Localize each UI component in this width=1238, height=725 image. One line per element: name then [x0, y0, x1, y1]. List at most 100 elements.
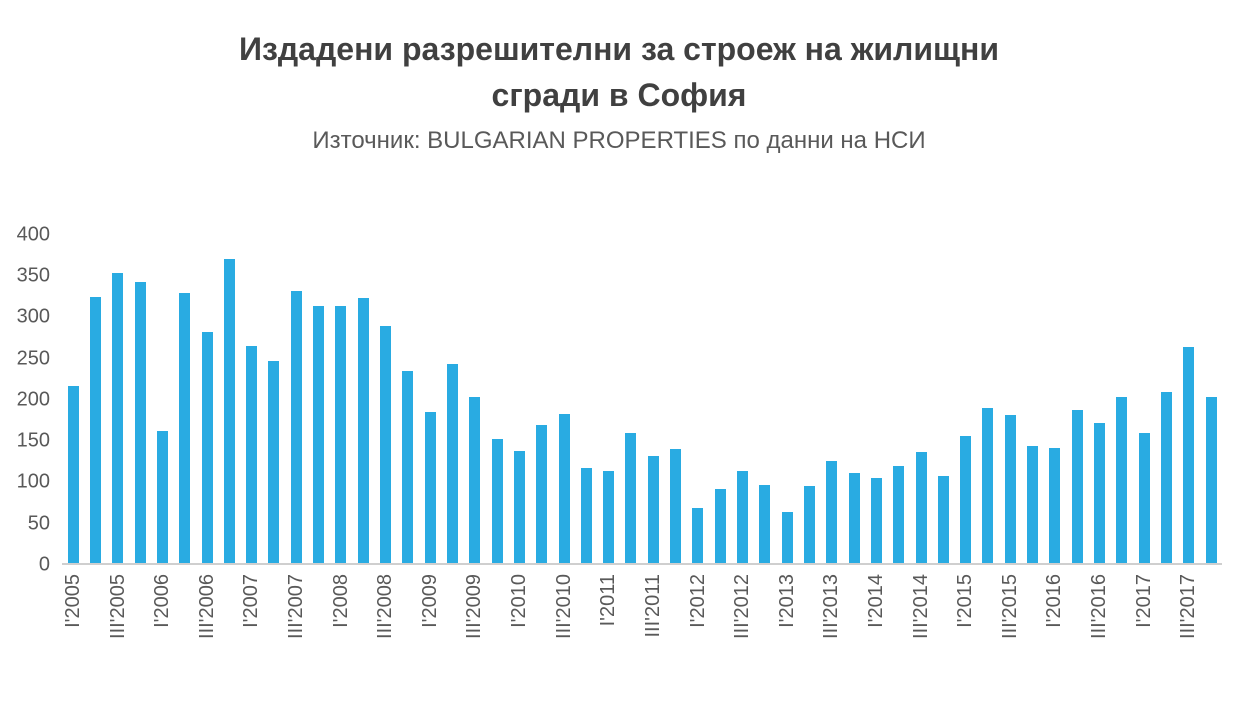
x-axis-tick-label: III'2008: [374, 573, 397, 639]
x-label-cell: [754, 565, 776, 673]
bar-slot: [464, 235, 486, 563]
x-axis-tick-label: III'2014: [909, 573, 932, 639]
x-label-cell: I'2011: [597, 565, 620, 673]
x-label-cell: I'2013: [776, 565, 799, 673]
x-label-cell: I'2015: [954, 565, 977, 673]
x-axis-tick-label: III'2013: [820, 573, 843, 639]
x-label-cell: I'2008: [330, 565, 353, 673]
x-label-cell: I'2007: [240, 565, 263, 673]
x-label-cell: III'2011: [642, 565, 665, 673]
x-label-cell: [710, 565, 732, 673]
x-axis-tick-label: III'2007: [285, 573, 308, 639]
bar-slot: [330, 235, 352, 563]
bar-III'2012: [737, 470, 749, 563]
x-label-cell: [977, 565, 999, 673]
y-axis-tick-label: 300: [16, 305, 50, 328]
bar-slot: [1088, 235, 1110, 563]
bar-slot: [731, 235, 753, 563]
bar-I'2010: [513, 450, 525, 563]
bar-IV'2011: [670, 448, 682, 563]
y-axis-tick-label: 100: [16, 470, 50, 493]
bar-slot: [776, 235, 798, 563]
x-label-cell: [130, 565, 152, 673]
bar-II'2006: [179, 292, 191, 563]
x-axis-tick-label: I'2005: [62, 573, 84, 628]
x-axis-tick-label: I'2015: [954, 573, 977, 628]
bar-IV'2012: [759, 484, 771, 563]
bar-II'2017: [1160, 391, 1172, 563]
bar-I'2005: [67, 385, 79, 563]
bar-slot: [129, 235, 151, 563]
x-label-cell: [843, 565, 865, 673]
x-label-cell: [397, 565, 419, 673]
bar-IV'2014: [937, 475, 949, 563]
x-label-cell: [888, 565, 910, 673]
bar-IV'2010: [580, 467, 592, 563]
x-axis-row: I'2005 III'2005 I'2006 III'2006 I'2007 III'20…: [0, 565, 1222, 673]
bar-IV'2013: [848, 472, 860, 563]
y-axis-tick-label: 0: [38, 553, 50, 576]
x-label-cell: [85, 565, 107, 673]
bar-slot: [1044, 235, 1066, 563]
bar-slot: [174, 235, 196, 563]
bar-slot: [531, 235, 553, 563]
bar-slot: [598, 235, 620, 563]
x-label-cell: [799, 565, 821, 673]
x-axis-labels: I'2005 III'2005 I'2006 III'2006 I'2007 III'20…: [62, 565, 1222, 673]
bar-II'2013: [803, 485, 815, 563]
bar-II'2010: [536, 424, 548, 563]
x-label-cell: I'2006: [151, 565, 174, 673]
bar-slot: [151, 235, 173, 563]
bar-slot: [687, 235, 709, 563]
bar-III'2014: [915, 451, 927, 563]
bar-slot: [84, 235, 106, 563]
x-label-cell: III'2017: [1177, 565, 1200, 673]
x-label-cell: [665, 565, 687, 673]
x-label-cell: I'2010: [508, 565, 531, 673]
bar-I'2015: [960, 435, 972, 563]
x-axis-tick-label: III'2006: [195, 573, 218, 639]
x-label-cell: III'2016: [1088, 565, 1111, 673]
bar-IV'2016: [1116, 396, 1128, 563]
y-axis-tick-label: 350: [16, 264, 50, 287]
x-axis-tick-label: I'2012: [686, 573, 709, 628]
x-label-cell: [1111, 565, 1133, 673]
bar-III'2013: [826, 460, 838, 563]
x-label-cell: III'2006: [196, 565, 219, 673]
x-axis-tick-label: I'2007: [240, 573, 263, 628]
x-axis-tick-label: I'2016: [1043, 573, 1066, 628]
x-label-cell: [219, 565, 241, 673]
x-axis-tick-label: III'2016: [1088, 573, 1111, 639]
x-axis-tick-label: III'2012: [731, 573, 754, 639]
x-label-cell: III'2014: [910, 565, 933, 673]
chart-page: Издадени разрешителни за строеж на жилищ…: [0, 26, 1238, 725]
x-label-cell: III'2005: [107, 565, 130, 673]
x-axis-tick-label: III'2017: [1177, 573, 1200, 639]
bar-IV'2015: [1027, 445, 1039, 563]
bar-slot: [419, 235, 441, 563]
x-label-cell: I'2009: [419, 565, 442, 673]
bar-slot: [955, 235, 977, 563]
bar-III'2016: [1094, 422, 1106, 563]
x-label-cell: [174, 565, 196, 673]
y-axis-tick-label: 150: [16, 429, 50, 452]
bar-I'2014: [870, 477, 882, 563]
bar-slot: [263, 235, 285, 563]
x-label-cell: I'2016: [1043, 565, 1066, 673]
bar-slot: [62, 235, 84, 563]
x-axis-tick-label: I'2009: [418, 573, 441, 628]
bar-II'2016: [1071, 409, 1083, 563]
bar-IV'2009: [491, 438, 503, 563]
bar-slot: [285, 235, 307, 563]
y-axis-tick-label: 250: [16, 347, 50, 370]
bar-I'2006: [156, 430, 168, 563]
x-axis-tick-label: III'2011: [641, 573, 664, 638]
x-label-cell: [576, 565, 598, 673]
bar-II'2005: [89, 296, 101, 563]
bar-slot: [709, 235, 731, 563]
x-axis-tick-label: III'2010: [552, 573, 575, 639]
x-label-cell: I'2017: [1133, 565, 1156, 673]
bar-slot: [821, 235, 843, 563]
bar-slot: [620, 235, 642, 563]
bar-slot: [196, 235, 218, 563]
